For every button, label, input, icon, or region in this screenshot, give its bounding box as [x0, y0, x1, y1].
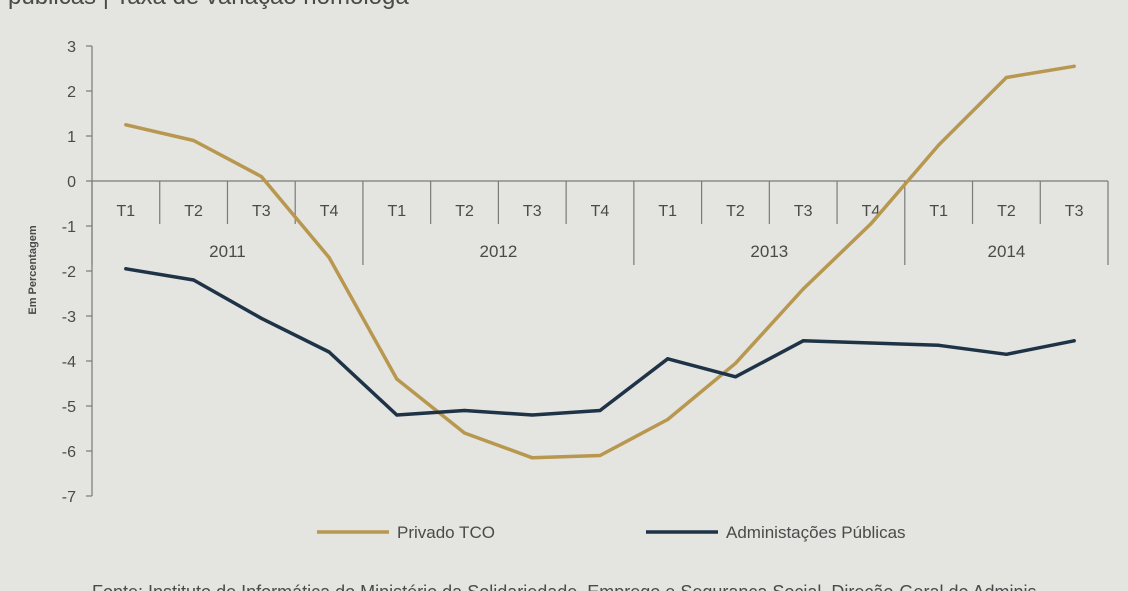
y-tick-label: -4: [62, 354, 76, 371]
legend-label: Administações Públicas: [726, 523, 906, 542]
data-point: [395, 413, 399, 417]
x-tick-label: T2: [184, 203, 203, 220]
data-point: [124, 123, 128, 127]
x-tick-label: T3: [252, 203, 271, 220]
data-point: [937, 143, 941, 147]
year-label: 2011: [209, 242, 246, 261]
data-point: [801, 339, 805, 343]
data-point: [327, 350, 331, 354]
data-point: [733, 375, 738, 379]
y-tick-label: -3: [62, 309, 76, 326]
data-point: [192, 278, 196, 282]
x-tick-label: T3: [523, 203, 542, 220]
data-point: [801, 287, 805, 291]
data-point: [1072, 339, 1076, 343]
data-point: [395, 377, 399, 381]
data-point: [869, 222, 873, 226]
data-point: [192, 138, 196, 143]
axes: 3 2 1 0 -1 -2 -3 -4 -5 -6 -7 T1 T2 T3 T4 T1 T2 T3 T4 T1 T2 T3…: [62, 39, 1109, 506]
data-point: [598, 453, 602, 458]
x-tick-label: T3: [794, 203, 813, 220]
data-point: [733, 361, 738, 365]
series-line-1: [124, 267, 1076, 417]
footer-fragment: Fonte: Instituto de Informática do Minis…: [92, 582, 1037, 591]
x-tick-label: T1: [387, 203, 406, 220]
data-point: [462, 431, 467, 435]
x-tick-label: T1: [658, 203, 677, 220]
x-tick-label: T1: [929, 203, 948, 220]
data-point: [259, 316, 263, 320]
data-point: [666, 417, 670, 422]
x-tick-label: T2: [726, 203, 745, 220]
data-point: [259, 174, 263, 179]
y-tick-label: -1: [62, 219, 76, 236]
x-tick-label: T1: [117, 203, 136, 220]
y-tick-label: 0: [67, 174, 76, 191]
y-axis-label: Em Percentagem: [27, 225, 39, 314]
data-point: [530, 413, 534, 417]
series-line-0: [124, 64, 1076, 460]
x-tick-label: T4: [320, 203, 339, 220]
x-tick-label: T2: [997, 203, 1016, 220]
header-fragment: públicas | Taxa de variação homóloga: [8, 0, 409, 10]
data-point: [327, 255, 331, 260]
data-point: [462, 408, 467, 413]
year-label: 2012: [479, 242, 517, 261]
y-tick-label: 3: [67, 39, 76, 56]
y-tick-label: -6: [62, 444, 76, 461]
data-point: [124, 267, 128, 271]
data-point: [869, 341, 873, 345]
year-label: 2013: [750, 242, 788, 261]
legend: Privado TCO Administações Públicas: [317, 523, 906, 542]
y-tick-label: -2: [62, 264, 76, 281]
y-tick-label: 2: [67, 84, 76, 101]
data-point: [666, 357, 670, 361]
legend-label: Privado TCO: [397, 523, 495, 542]
data-point: [937, 343, 941, 347]
x-tick-label: T4: [591, 203, 610, 220]
y-tick-label: -5: [62, 399, 76, 416]
data-point: [1004, 352, 1009, 356]
x-tick-label: T3: [1065, 203, 1084, 220]
y-tick-label: 1: [67, 129, 76, 146]
y-tick-label: -7: [62, 489, 76, 506]
x-tick-label: T2: [455, 203, 474, 220]
plot-area: [124, 64, 1076, 460]
data-point: [530, 456, 534, 460]
year-label: 2014: [987, 242, 1025, 261]
data-point: [598, 408, 602, 413]
data-point: [1004, 75, 1009, 80]
data-point: [1072, 64, 1076, 68]
